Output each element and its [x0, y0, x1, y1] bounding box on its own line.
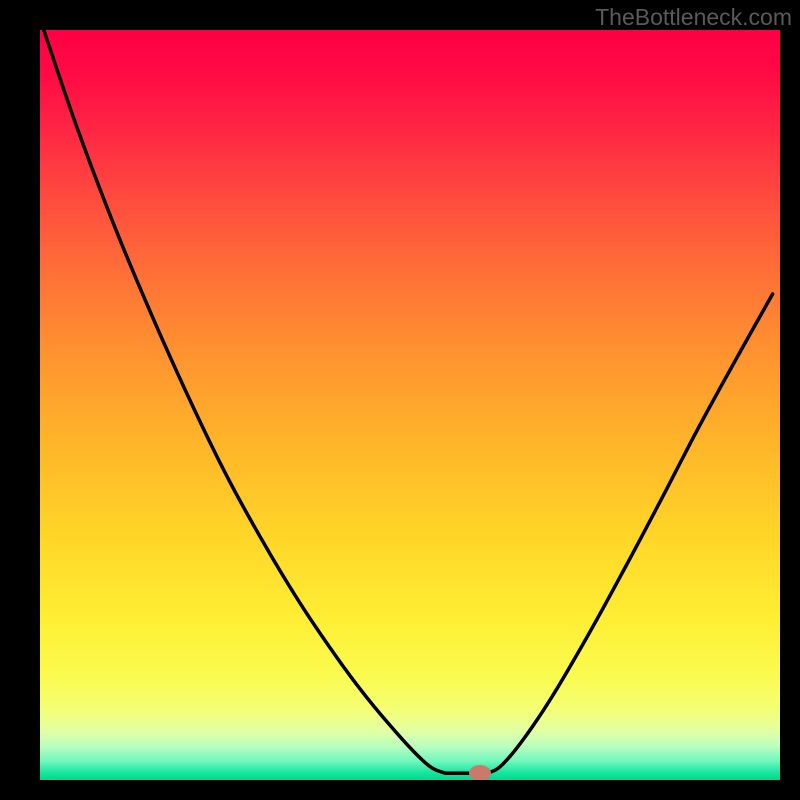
bottleneck-curve	[40, 30, 780, 780]
plot-frame	[40, 30, 780, 780]
attribution-text: TheBottleneck.com	[595, 4, 792, 31]
optimal-point-marker	[469, 765, 491, 780]
bottleneck-curve-path	[44, 30, 773, 773]
